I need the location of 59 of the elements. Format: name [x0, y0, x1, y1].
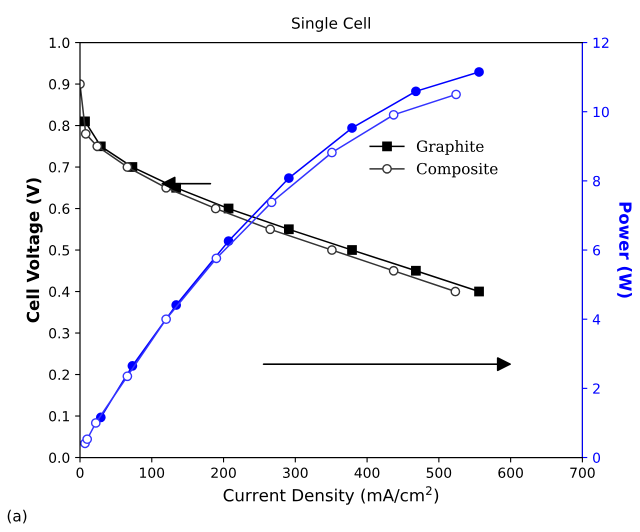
y-tick-label: 0.7 [49, 162, 70, 173]
x-tick-label: 700 [570, 467, 595, 478]
point [161, 314, 171, 324]
y-tick-label: 0.6 [49, 204, 70, 214]
point [92, 141, 102, 152]
point [347, 245, 357, 255]
point [388, 266, 399, 276]
point [284, 173, 294, 183]
y2-tick-label: 8 [593, 176, 600, 186]
x-tick-label: 400 [354, 467, 380, 478]
point [212, 253, 222, 264]
point [224, 204, 234, 214]
y-tick-label: 0.0 [49, 452, 70, 463]
point [450, 286, 460, 296]
y-tick-label: 0.4 [49, 286, 70, 298]
x-tick-label: 200 [211, 467, 236, 478]
chart-title: Single Cell [292, 17, 370, 32]
point [411, 266, 421, 276]
point [210, 204, 221, 214]
x-tick-label: 500 [426, 467, 452, 478]
point [265, 224, 276, 234]
y2-tick-label: 6 [593, 245, 600, 256]
y2-tick-label: 2 [593, 383, 600, 394]
x-tick-label: 100 [140, 467, 164, 478]
y-tick-label: 0.5 [49, 245, 70, 256]
y-tick-label: 0.3 [49, 328, 70, 339]
point [80, 128, 91, 139]
y-tick-label: 0.8 [49, 120, 70, 132]
y2-tick-label: 12 [594, 38, 608, 48]
x-tick-label: 0 [76, 467, 84, 478]
y-tick-label: 0.1 [49, 410, 69, 422]
text: (a) [8, 510, 26, 524]
point [82, 434, 92, 444]
point [474, 67, 484, 77]
point [411, 86, 421, 96]
point [122, 371, 132, 382]
point [451, 90, 461, 100]
y2-axis-title: Power (W) [617, 202, 632, 298]
point [388, 110, 399, 120]
point [122, 162, 132, 172]
point [90, 418, 101, 428]
point [327, 148, 337, 158]
point [474, 286, 484, 296]
legend-label: Graphite [416, 140, 484, 155]
point [347, 123, 357, 133]
x-axis-title: Current Density (mA/cm$^{2}$) [224, 486, 438, 505]
y2-tick-label: 4 [592, 314, 600, 324]
x-tick-label: 300 [283, 467, 308, 478]
point [284, 224, 294, 234]
point [327, 245, 337, 255]
y2-tick-label: 0 [593, 452, 600, 463]
x-tick-label: 600 [498, 467, 523, 478]
y2-tick-label: 10 [594, 106, 609, 118]
point [266, 197, 276, 208]
y-tick-label: 1.0 [50, 38, 70, 48]
legend-label: Composite [416, 162, 498, 178]
y-axis-title: Cell Voltage (V) [26, 178, 43, 322]
y-tick-label: 0.9 [49, 79, 70, 90]
y-tick-label: 0.2 [49, 369, 69, 380]
